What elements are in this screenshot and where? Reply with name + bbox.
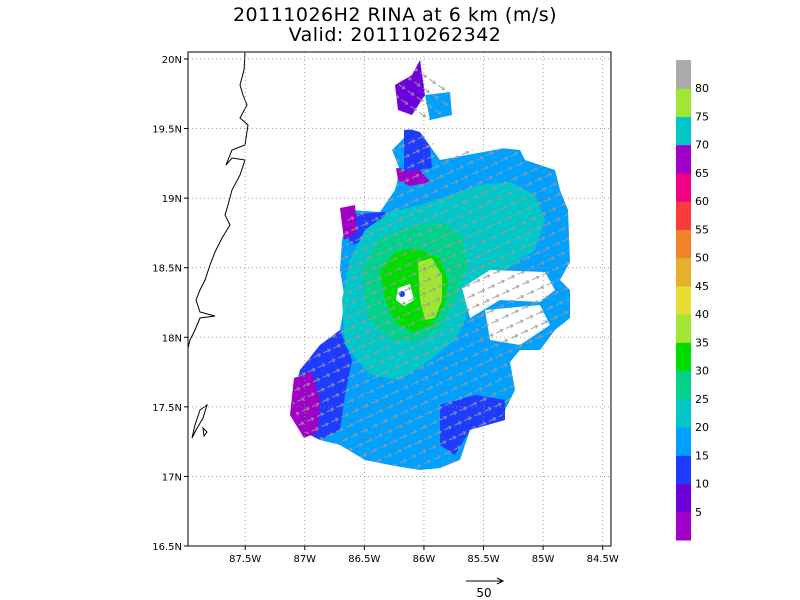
wind-speed-field: [290, 60, 570, 470]
colorbar-label: 50: [695, 252, 709, 265]
colorbar-swatch: [676, 511, 691, 541]
y-tick-label: 19N: [162, 194, 182, 205]
plot-frame: [187, 51, 612, 547]
colorbar-swatch: [676, 229, 691, 259]
colorbar-label: 25: [695, 393, 709, 406]
colorbar-label: 75: [695, 110, 709, 123]
y-tick-label: 18N: [162, 333, 182, 344]
colorbar-swatch: [676, 427, 691, 456]
colorbar-label: 5: [695, 506, 702, 519]
colorbar-swatch: [676, 257, 691, 287]
colorbar-label: 70: [695, 139, 709, 152]
colorbar-label: 15: [695, 449, 709, 462]
y-tick-label: 17N: [162, 472, 182, 483]
colorbar: 5 10 15 20 25 30 35 40 45 50 55 60 65 70 75 80: [676, 60, 709, 541]
wind-vectors-north: [395, 60, 452, 120]
colorbar-label: 30: [695, 365, 709, 378]
reference-arrow-head: [496, 577, 505, 585]
x-tick-label: 84.5W: [587, 554, 619, 565]
x-tick-label: 86W: [413, 554, 436, 565]
y-tick-label: 18.5N: [152, 264, 182, 275]
colorbar-swatch: [676, 60, 691, 89]
colorbar-swatch: [676, 285, 691, 315]
x-tick-label: 85.5W: [467, 554, 499, 565]
coastline-islet: [202, 426, 208, 438]
wind-vectors: [292, 132, 570, 470]
colorbar-swatch: [676, 172, 691, 202]
colorbar-swatch: [676, 483, 691, 513]
colorbar-swatch: [676, 116, 691, 146]
colorbar-label: 55: [695, 223, 709, 236]
y-tick-label: 19.5N: [152, 125, 182, 136]
colorbar-swatch: [676, 88, 691, 117]
colorbar-label: 40: [695, 308, 709, 321]
colorbar-swatch: [676, 201, 691, 230]
colorbar-swatch: [676, 144, 691, 174]
colorbar-label: 20: [695, 421, 709, 434]
colorbar-swatch: [676, 314, 691, 343]
colorbar-label: 65: [695, 167, 709, 180]
reference-vector: 50: [466, 577, 505, 600]
coastline: [187, 51, 249, 349]
reference-vector-label: 50: [476, 586, 491, 600]
x-tick-label: 85W: [532, 554, 555, 565]
axes: 87.5W 87W 86.5W 86W 85.5W 85W 84.5W 16.5N 17N 17.…: [152, 55, 619, 565]
x-tick-label: 86.5W: [348, 554, 380, 565]
colorbar-swatch: [676, 455, 691, 485]
colorbar-swatch: [676, 398, 691, 428]
y-tick-label: 16.5N: [152, 542, 182, 553]
x-tick-label: 87W: [293, 554, 316, 565]
x-tick-label: 87.5W: [229, 554, 261, 565]
y-tick-label: 17.5N: [152, 403, 182, 414]
colorbar-label: 80: [695, 82, 709, 95]
y-tick-label: 20N: [162, 55, 182, 66]
colorbar-label: 10: [695, 478, 709, 491]
coastline-island: [191, 403, 208, 439]
colorbar-swatch: [676, 342, 691, 372]
chart-title: 20111026H2 RINA at 6 km (m/s): [232, 4, 558, 26]
colorbar-label: 60: [695, 195, 709, 208]
colorbar-label: 45: [695, 280, 709, 293]
chart-subtitle: Valid: 201110262342: [288, 24, 502, 46]
colorbar-swatch: [676, 370, 691, 400]
colorbar-label: 35: [695, 336, 709, 349]
